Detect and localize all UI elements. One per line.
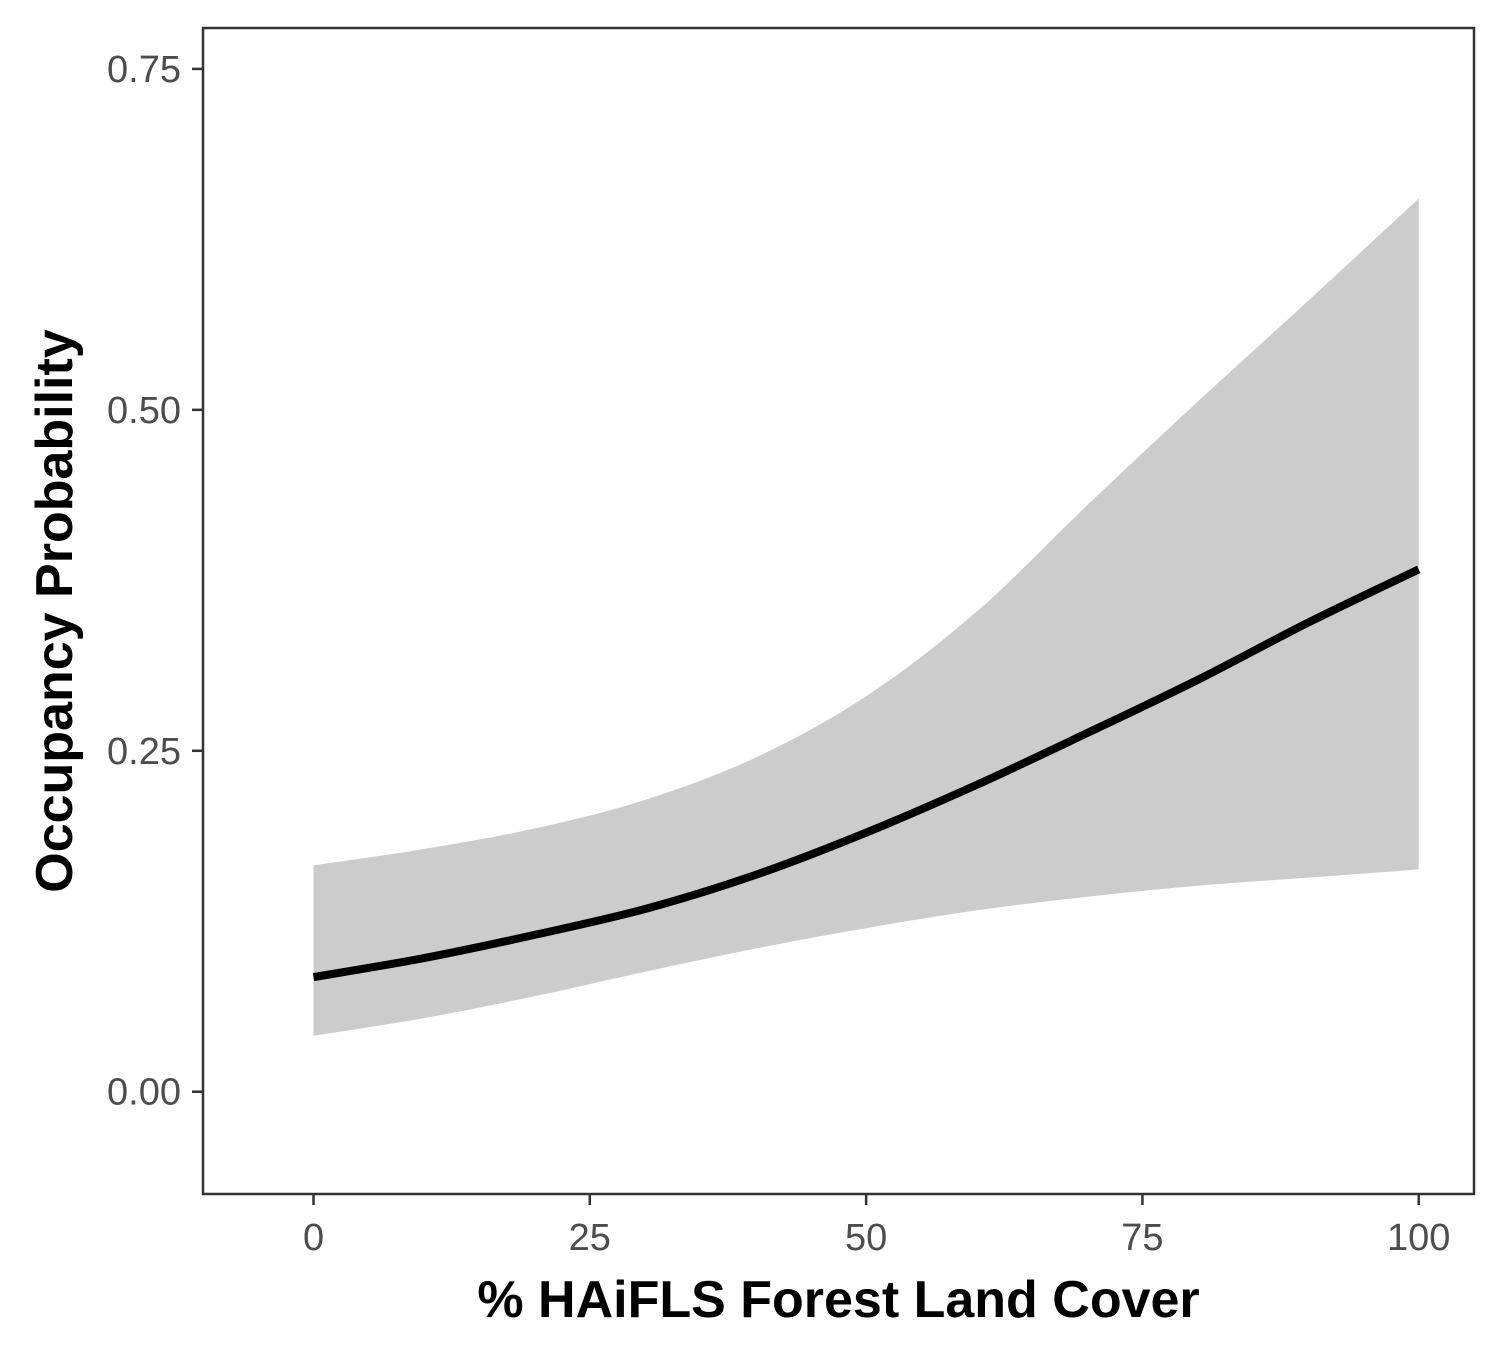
- x-tick-label: 75: [1121, 1217, 1163, 1259]
- y-axis-title: Occupancy Probability: [26, 329, 84, 893]
- y-tick-label: 0.00: [107, 1072, 181, 1114]
- x-axis: 0 25 50 75 100: [303, 1194, 1450, 1259]
- x-tick-label: 50: [845, 1217, 887, 1259]
- x-tick-label: 25: [569, 1217, 611, 1259]
- y-axis: 0.00 0.25 0.50 0.75: [107, 49, 203, 1114]
- x-tick-label: 100: [1387, 1217, 1450, 1259]
- fitted-line-layer: [312, 565, 1421, 982]
- panel-border: [201, 26, 1476, 1196]
- confidence-band: [313, 198, 1419, 1036]
- fitted-line: [312, 565, 1421, 982]
- x-axis-title: % HAiFLS Forest Land Cover: [477, 1271, 1199, 1329]
- confidence-band-layer: [313, 198, 1419, 1036]
- x-tick-label: 0: [303, 1217, 324, 1259]
- y-tick-label: 0.75: [107, 49, 181, 91]
- y-tick-label: 0.25: [107, 731, 181, 773]
- y-tick-label: 0.50: [107, 390, 181, 432]
